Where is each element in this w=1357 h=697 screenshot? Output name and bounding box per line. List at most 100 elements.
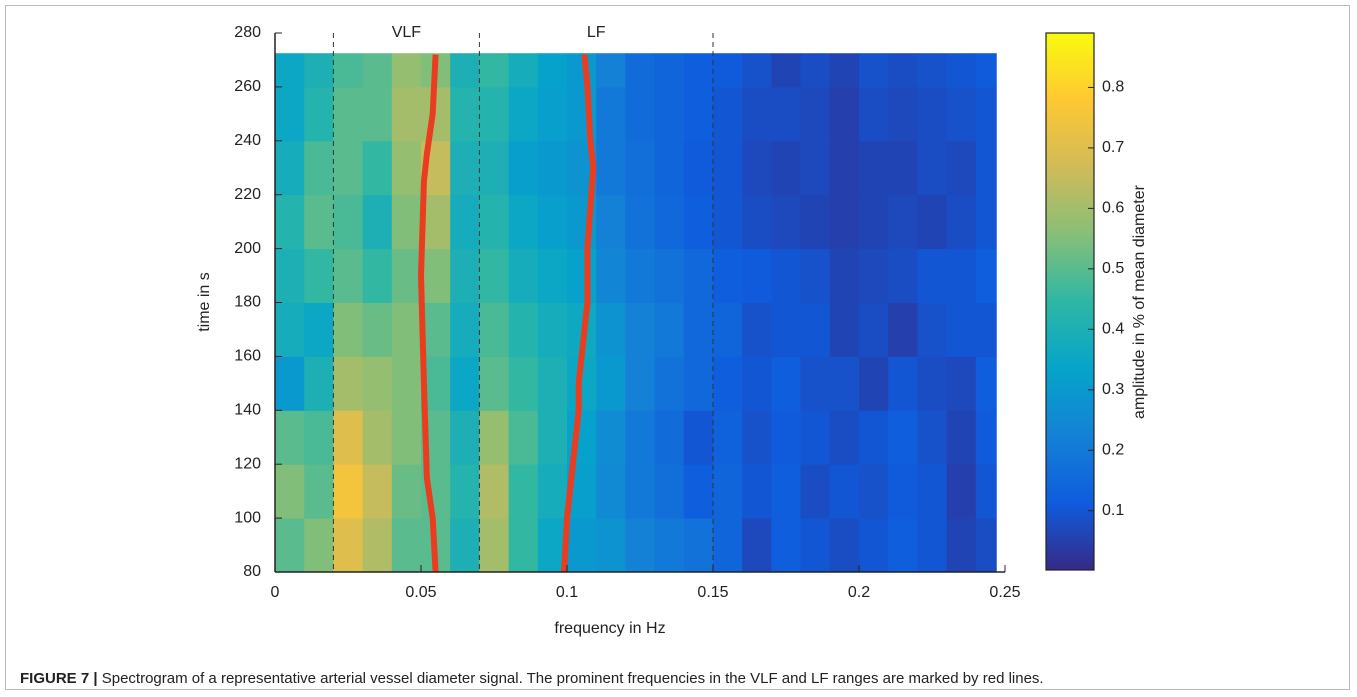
heatmap-cell — [654, 194, 685, 250]
heatmap-cell — [800, 464, 831, 519]
heatmap-cell — [654, 53, 685, 88]
heatmap-cell — [859, 356, 889, 411]
heatmap-cell — [479, 86, 510, 142]
frequency-line — [418, 54, 439, 573]
heatmap-cell — [975, 518, 997, 573]
heatmap-cell — [829, 86, 860, 142]
heatmap-cell — [275, 86, 305, 142]
heatmap-cell — [859, 302, 889, 357]
heatmap-cell — [742, 410, 772, 465]
heatmap-cell — [713, 194, 743, 250]
heatmap-cell — [946, 302, 977, 357]
heatmap-cell — [304, 410, 334, 465]
heatmap-cell — [829, 53, 860, 88]
heatmap-cell — [537, 194, 568, 250]
y-tick-label: 100 — [234, 509, 261, 526]
heatmap-cell — [713, 86, 743, 142]
heatmap-cell — [596, 302, 626, 357]
heatmap-cell — [917, 194, 948, 250]
heatmap-cell — [596, 53, 626, 88]
heatmap-cell — [742, 356, 772, 411]
y-tick-label: 180 — [234, 294, 261, 311]
colorbar-tick-label: 0.6 — [1102, 200, 1124, 217]
heatmap-cell — [362, 518, 393, 573]
heatmap-cell — [888, 86, 918, 142]
heatmap-cell — [275, 53, 305, 88]
heatmap-cell — [537, 356, 568, 411]
heatmap-cell — [917, 410, 948, 465]
heatmap-cell — [333, 302, 364, 357]
heatmap-cell — [596, 410, 626, 465]
heatmap-cell — [362, 86, 393, 142]
heatmap-cell — [888, 464, 918, 519]
heatmap-cell — [362, 140, 393, 196]
heatmap-cell — [771, 410, 802, 465]
heatmap-cell — [450, 53, 480, 88]
heatmap-cell — [625, 140, 656, 196]
heatmap-cell — [713, 464, 743, 519]
heatmap-cell — [479, 53, 510, 88]
heatmap-cell — [479, 356, 510, 411]
heatmap-cell — [859, 194, 889, 250]
heatmap-cell — [800, 302, 831, 357]
heatmap-cell — [975, 140, 997, 196]
heatmap-cell — [537, 86, 568, 142]
heatmap-cell — [829, 248, 860, 303]
colorbar-tick-label: 0.1 — [1102, 502, 1124, 519]
heatmap-cell — [333, 248, 364, 303]
heatmap-cell — [683, 140, 714, 196]
heatmap-cell — [333, 86, 364, 142]
heatmap-cell — [537, 140, 568, 196]
heatmap-cell — [421, 248, 451, 303]
heatmap-cell — [859, 53, 889, 88]
heatmap-cell — [625, 518, 656, 573]
heatmap-cell — [275, 356, 305, 411]
heatmap-cell — [596, 518, 626, 573]
heatmap-cell — [713, 140, 743, 196]
heatmap-cell — [596, 356, 626, 411]
heatmap-cell — [888, 140, 918, 196]
heatmap-cell — [450, 86, 480, 142]
y-tick-label: 160 — [234, 348, 261, 365]
heatmap-cell — [888, 248, 918, 303]
heatmap-cell — [888, 302, 918, 357]
heatmap-cell — [596, 194, 626, 250]
heatmap-cell — [742, 248, 772, 303]
heatmap-cell — [391, 518, 422, 573]
heatmap-cell — [829, 464, 860, 519]
x-tick-label: 0 — [271, 584, 280, 601]
colorbar-tick-label: 0.7 — [1102, 139, 1124, 156]
heatmap-cell — [946, 53, 977, 88]
y-tick-label: 140 — [234, 402, 261, 419]
heatmap-cell — [859, 410, 889, 465]
heatmap-cell — [479, 302, 510, 357]
heatmap-cell — [946, 194, 977, 250]
heatmap-cell — [625, 248, 656, 303]
heatmap-cell — [683, 356, 714, 411]
heatmap-cell — [683, 302, 714, 357]
heatmap-cell — [654, 86, 685, 142]
heatmap-cell — [888, 194, 918, 250]
heatmap-cell — [946, 140, 977, 196]
heatmap-cell — [917, 248, 948, 303]
heatmap-cell — [596, 86, 626, 142]
heatmap-cell — [333, 464, 364, 519]
heatmap-cell — [946, 248, 977, 303]
heatmap-cell — [683, 86, 714, 142]
heatmap-cell — [771, 302, 802, 357]
heatmap-cell — [654, 464, 685, 519]
heatmap-cell — [537, 464, 568, 519]
heatmap-cell — [683, 518, 714, 573]
heatmap-cell — [771, 518, 802, 573]
heatmap-cell — [800, 410, 831, 465]
heatmap-cell — [450, 302, 480, 357]
heatmap-cell — [859, 248, 889, 303]
heatmap-cell — [742, 302, 772, 357]
heatmap-cell — [917, 518, 948, 573]
heatmap-cell — [391, 302, 422, 357]
heatmap-cell — [917, 86, 948, 142]
heatmap-cell — [946, 410, 977, 465]
heatmap-cell — [975, 248, 997, 303]
heatmap-cell — [508, 518, 539, 573]
